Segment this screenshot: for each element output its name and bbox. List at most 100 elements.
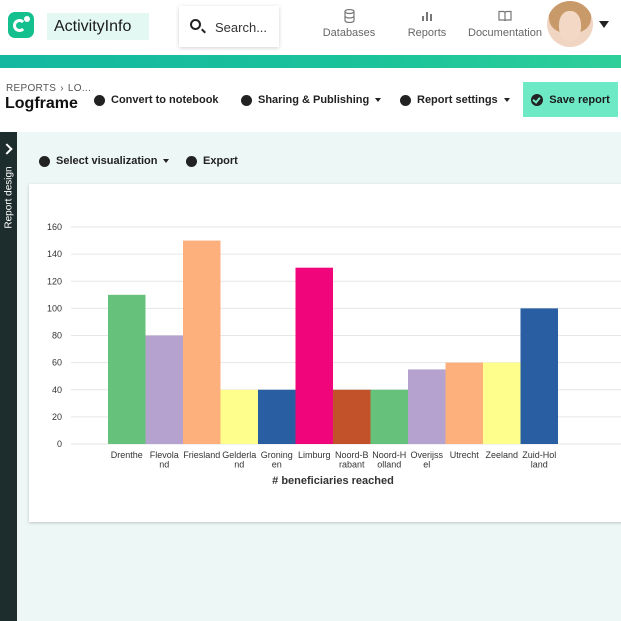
export-label: Export: [203, 155, 238, 167]
x-tick-label: Overijss el: [410, 450, 443, 470]
y-tick-label: 140: [47, 249, 62, 259]
activityinfo-logo-icon[interactable]: [8, 12, 34, 38]
x-tick-label-line: Zuid-Hol: [522, 450, 556, 460]
bar[interactable]: [295, 267, 334, 444]
sharing-publishing-label: Sharing & Publishing: [258, 94, 370, 106]
report-design-panel-toggle[interactable]: Report design: [0, 132, 17, 621]
chevron-down-icon: [163, 159, 170, 163]
nav-databases[interactable]: Databases: [320, 8, 378, 39]
search-icon: [190, 19, 201, 30]
x-tick-label: Limburg: [298, 450, 331, 460]
nav-reports[interactable]: Reports: [404, 8, 450, 39]
nav-documentation-label: Documentation: [468, 27, 542, 39]
bar[interactable]: [483, 362, 521, 444]
x-tick-label: Flevola nd: [150, 450, 179, 470]
bar[interactable]: [220, 389, 259, 444]
search-box[interactable]: [179, 6, 279, 47]
y-tick-label: 60: [52, 358, 62, 368]
x-tick-label-line: Utrecht: [450, 450, 480, 460]
export-icon: [186, 155, 197, 167]
x-tick-label-line: Noord-B: [335, 450, 369, 460]
x-tick-label-line: Friesland: [183, 450, 220, 460]
sharing-publishing-button[interactable]: Sharing & Publishing: [241, 94, 382, 106]
share-icon: [241, 94, 252, 106]
search-input[interactable]: [215, 17, 275, 37]
x-tick-label: Noord-B rabant: [335, 450, 369, 470]
x-tick-label-line: Groning: [261, 450, 293, 460]
x-tick-label-line: Drenthe: [111, 450, 143, 460]
x-tick-label: Friesland: [183, 450, 220, 460]
select-visualization-label: Select visualization: [56, 155, 158, 167]
x-tick-label-line: Gelderla: [222, 450, 256, 460]
y-tick-label: 100: [47, 303, 62, 313]
x-tick-label: Noord-H olland: [372, 450, 406, 470]
y-tick-label: 20: [52, 412, 62, 422]
bar[interactable]: [183, 240, 221, 444]
y-tick-label: 0: [57, 439, 62, 449]
y-tick-label: 40: [52, 385, 62, 395]
book-icon: [466, 8, 544, 24]
bar[interactable]: [520, 308, 559, 444]
save-report-label: Save report: [549, 93, 610, 106]
database-icon: [320, 8, 378, 24]
bar[interactable]: [408, 369, 446, 444]
y-tick-label: 160: [47, 222, 62, 232]
nav-documentation[interactable]: Documentation: [466, 8, 544, 39]
y-tick-label: 120: [47, 276, 62, 286]
x-tick-label-line: el: [423, 460, 430, 470]
account-menu-caret-icon[interactable]: [599, 21, 609, 28]
report-toolbar: REPORTS › LO... Logframe Convert to notebo…: [0, 68, 621, 132]
x-tick-label-line: Zeeland: [485, 450, 518, 460]
x-tick-label: Drenthe: [111, 450, 143, 460]
x-tick-label-line: olland: [377, 460, 401, 470]
x-tick-label: Utrecht: [450, 450, 480, 460]
x-tick-label-line: Noord-H: [372, 450, 406, 460]
x-tick-label: Groning en: [261, 450, 293, 470]
x-axis-label: # beneficiaries reached: [272, 475, 394, 487]
breadcrumb-current[interactable]: LO...: [67, 83, 92, 94]
gear-icon: [400, 94, 411, 106]
breadcrumb: REPORTS › LO...: [6, 83, 91, 94]
convert-to-notebook-label: Convert to notebook: [111, 94, 219, 106]
bar[interactable]: [333, 389, 371, 444]
x-tick-label-line: land: [531, 460, 548, 470]
x-tick-label-line: en: [272, 460, 282, 470]
select-visualization-button[interactable]: Select visualization: [39, 155, 170, 167]
x-tick-label-line: nd: [159, 460, 169, 470]
report-settings-button[interactable]: Report settings: [400, 94, 510, 106]
nav-databases-label: Databases: [322, 27, 376, 39]
x-tick-label: Zuid-Hol land: [522, 450, 556, 470]
save-report-button[interactable]: Save report: [523, 82, 618, 117]
breadcrumb-reports-link[interactable]: REPORTS: [6, 83, 57, 94]
chart-icon: [39, 155, 50, 167]
x-tick-label-line: Limburg: [298, 450, 331, 460]
bar[interactable]: [108, 294, 146, 444]
y-tick-label: 80: [52, 331, 62, 341]
x-tick-label-line: rabant: [339, 460, 365, 470]
brand-name[interactable]: ActivityInfo: [47, 13, 149, 40]
report-settings-label: Report settings: [417, 94, 498, 106]
bar-chart-icon: [404, 8, 450, 24]
chevron-right-icon: ›: [60, 83, 64, 94]
check-circle-icon: [531, 93, 544, 106]
chevron-down-icon: [375, 98, 382, 102]
nav-reports-label: Reports: [407, 27, 447, 39]
chevron-down-icon: [503, 98, 510, 102]
x-tick-label-line: Overijss: [410, 450, 443, 460]
bar[interactable]: [145, 335, 184, 445]
chevron-right-icon: [1, 143, 13, 155]
chart-card: 0 20 40 60 80 100 120 140 160 Drenthe Flevola nd Fri…: [29, 184, 621, 522]
x-tick-label-line: nd: [234, 460, 244, 470]
convert-to-notebook-button[interactable]: Convert to notebook: [94, 94, 219, 106]
header-accent-strip: [0, 55, 621, 68]
report-design-label: Report design: [3, 166, 15, 229]
bar[interactable]: [370, 389, 409, 444]
export-button[interactable]: Export: [186, 155, 238, 167]
notebook-icon: [94, 94, 105, 106]
x-tick-label-line: Flevola: [150, 450, 179, 460]
user-avatar[interactable]: [547, 1, 593, 47]
top-header: ActivityInfo Databases Reports Documenta…: [0, 0, 621, 55]
bar[interactable]: [445, 362, 484, 444]
bar[interactable]: [258, 389, 296, 444]
